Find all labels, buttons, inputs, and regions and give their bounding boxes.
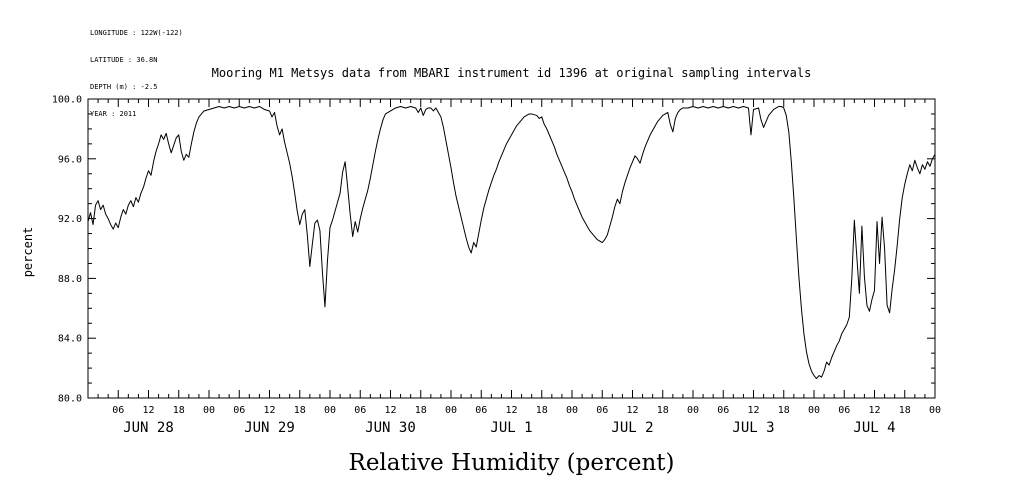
metadata-latitude: LATITUDE : 36.8N (90, 56, 158, 64)
metadata-year: YEAR : 2011 (90, 110, 137, 118)
x-tick-label: 00 (203, 405, 215, 416)
x-tick-label: 18 (899, 405, 911, 416)
x-tick-label: 12 (505, 405, 517, 416)
x-tick-label: 06 (717, 405, 729, 416)
x-tick-label: 18 (657, 405, 669, 416)
x-axis-label: Relative Humidity (percent) (348, 450, 675, 476)
axis-ticks (88, 99, 935, 398)
x-tick-label: 06 (354, 405, 366, 416)
x-day-label: JUL 1 (490, 420, 532, 436)
x-tick-label: 06 (596, 405, 608, 416)
metadata-depth: DEPTH (m) : -2.5 (90, 83, 158, 91)
x-tick-label: 18 (415, 405, 427, 416)
x-day-label: JUL 4 (853, 420, 895, 436)
plot-border (87, 98, 936, 399)
x-tick-label: 18 (536, 405, 548, 416)
x-tick-label: 06 (838, 405, 850, 416)
metadata-longitude: LONGITUDE : 122W(-122) (90, 29, 183, 37)
x-tick-label: 18 (778, 405, 790, 416)
data-series (87, 105, 936, 380)
metadata-block: LONGITUDE : 122W(-122) LATITUDE : 36.8N … (90, 11, 183, 137)
chart-title: Mooring M1 Metsys data from MBARI instru… (211, 66, 812, 80)
x-tick-label: 12 (868, 405, 880, 416)
x-tick-label: 00 (687, 405, 699, 416)
x-tick-label: 18 (173, 405, 185, 416)
y-axis-tick-labels: 100.0 96.0 92.0 88.0 84.0 80.0 (52, 95, 82, 405)
x-tick-label: 18 (294, 405, 306, 416)
y-tick-label: 96.0 (58, 154, 82, 165)
y-tick-label: 88.0 (58, 274, 82, 285)
x-tick-label: 00 (808, 405, 820, 416)
x-tick-label: 00 (929, 405, 941, 416)
humidity-series-line (87, 105, 936, 380)
x-day-label: JUN 30 (365, 420, 416, 436)
y-tick-label: 84.0 (58, 334, 82, 345)
plot-frame (87, 98, 936, 399)
x-tick-label: 12 (263, 405, 275, 416)
x-tick-label: 06 (112, 405, 124, 416)
x-tick-label: 12 (747, 405, 759, 416)
x-day-label: JUN 29 (244, 420, 295, 436)
x-tick-label: 06 (475, 405, 487, 416)
x-tick-label: 00 (566, 405, 578, 416)
x-day-label: JUL 2 (611, 420, 653, 436)
x-tick-label: 12 (384, 405, 396, 416)
y-tick-label: 100.0 (52, 95, 82, 106)
x-tick-label: 00 (324, 405, 336, 416)
y-axis-label: percent (21, 227, 35, 278)
x-day-label: JUN 28 (123, 420, 174, 436)
x-axis-day-labels: JUN 28 JUN 29 JUN 30 JUL 1 JUL 2 JUL 3 JUL 4 (123, 420, 895, 436)
x-tick-label: 06 (233, 405, 245, 416)
x-day-label: JUL 3 (732, 420, 774, 436)
y-tick-label: 80.0 (58, 394, 82, 405)
x-tick-label: 12 (142, 405, 154, 416)
x-tick-label: 12 (626, 405, 638, 416)
x-tick-label: 00 (445, 405, 457, 416)
x-axis-tick-labels: 06 12 18 00 06 12 18 00 06 12 18 00 06 12 18 00 06 12 18 00… (112, 405, 941, 416)
y-tick-label: 92.0 (58, 214, 82, 225)
